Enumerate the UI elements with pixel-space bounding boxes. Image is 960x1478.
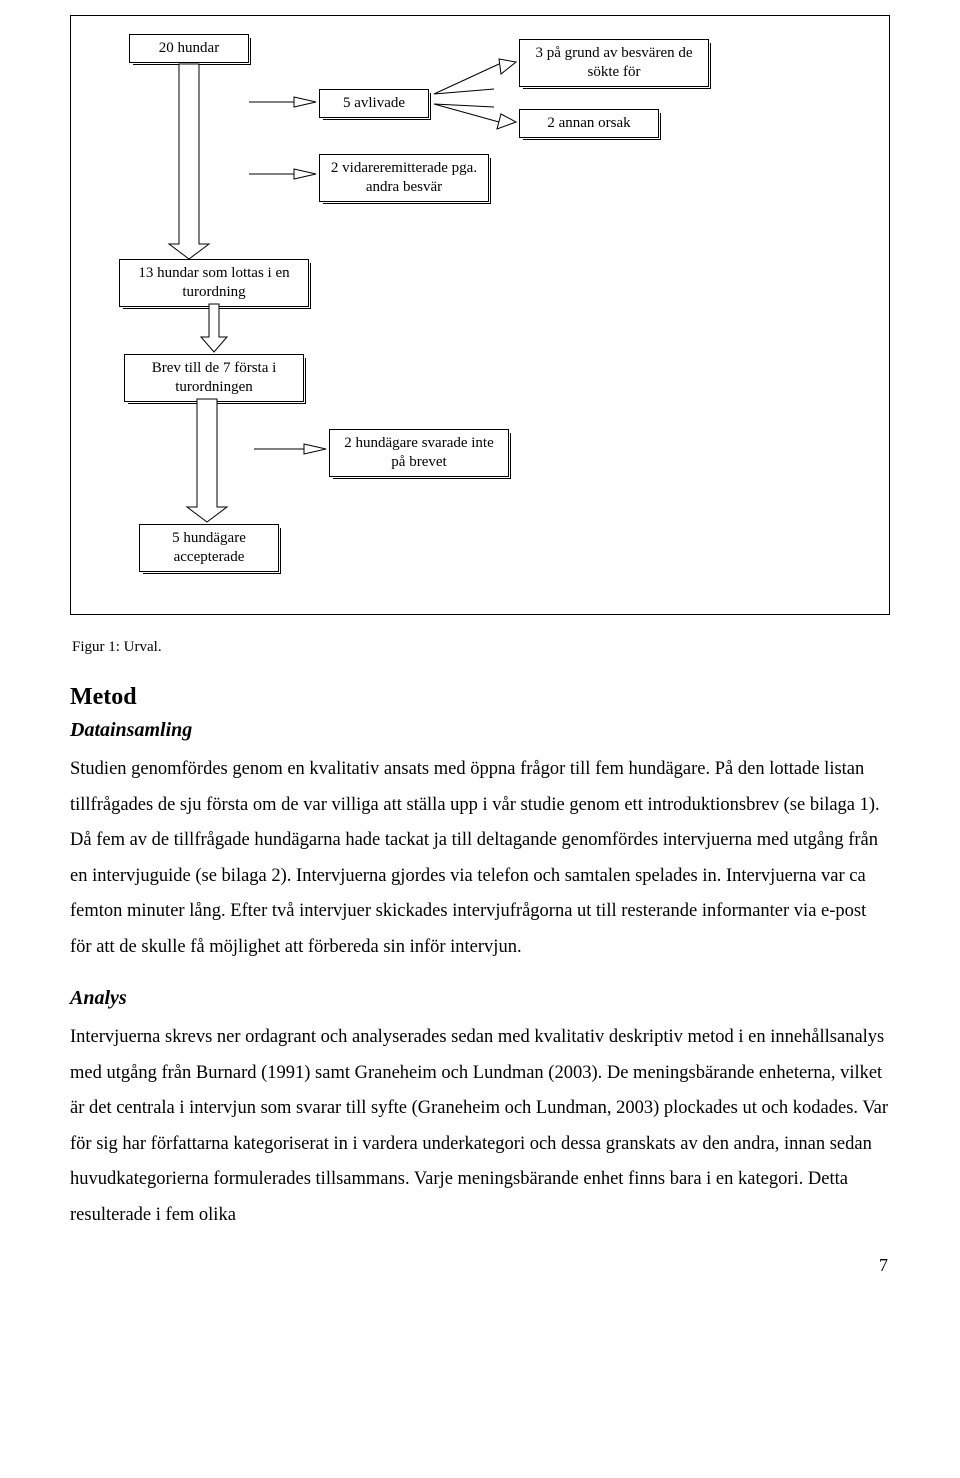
- heading-analys: Analys: [70, 987, 890, 1010]
- flowchart: 20 hundar 5 avlivade 3 på grund av besvä…: [89, 34, 871, 590]
- page-number: 7: [70, 1255, 890, 1276]
- paragraph-datainsamling: Studien genomfördes genom en kvalitativ …: [70, 752, 890, 965]
- page: 20 hundar 5 avlivade 3 på grund av besvä…: [0, 0, 960, 1316]
- flow-connectors: [89, 34, 869, 594]
- flowchart-frame: 20 hundar 5 avlivade 3 på grund av besvä…: [70, 15, 890, 615]
- paragraph-analys: Intervjuerna skrevs ner ordagrant och an…: [70, 1020, 890, 1233]
- heading-metod: Metod: [70, 684, 890, 711]
- heading-datainsamling: Datainsamling: [70, 719, 890, 742]
- figure-caption: Figur 1: Urval.: [72, 639, 890, 656]
